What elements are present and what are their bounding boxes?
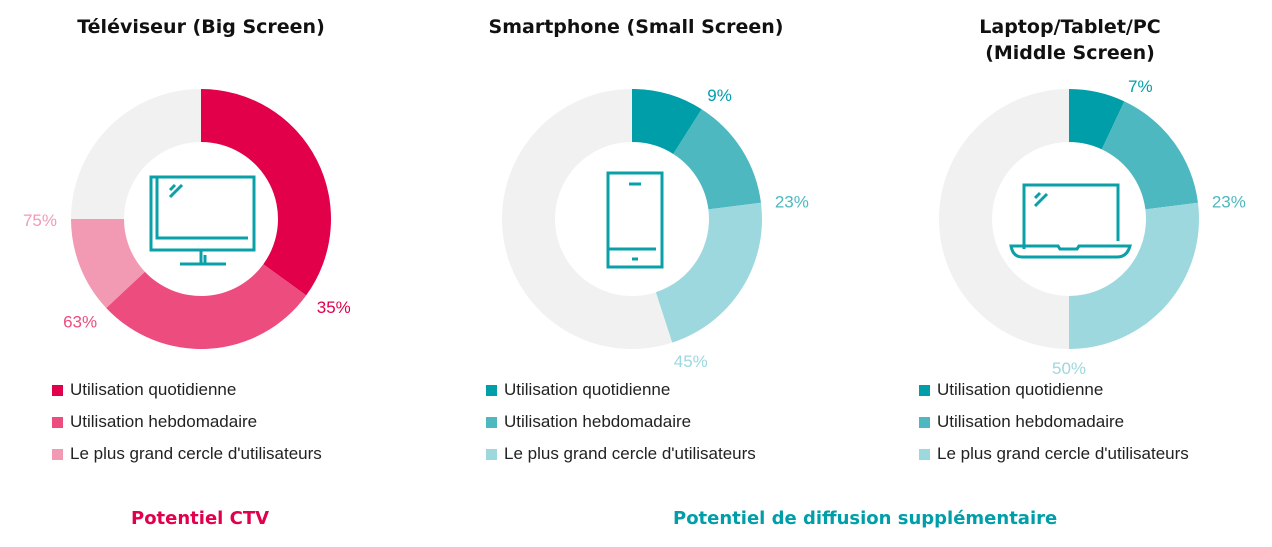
legend-label: Utilisation hebdomadaire: [937, 412, 1125, 431]
tv-segment-2: [106, 264, 307, 350]
tv-data-label-1: 35%: [317, 298, 351, 317]
legend-swatch: [486, 448, 497, 460]
legend-swatch: [52, 448, 63, 460]
smartphone-segment-1: [632, 89, 702, 154]
tv-segment-remainder: [71, 89, 201, 219]
smartphone-data-label-3: 45%: [674, 352, 708, 371]
smartphone-icon: [606, 171, 664, 269]
laptop-segment-3: [1069, 202, 1199, 349]
tv-segment-1: [201, 89, 331, 296]
legend-swatch: [919, 416, 930, 428]
legend-label: Le plus grand cercle d'utilisateurs: [504, 444, 756, 463]
legend-item: Utilisation hebdomadaire: [919, 406, 1189, 438]
laptop-segment-1: [1069, 89, 1125, 150]
laptop-data-label-3: 50%: [1052, 359, 1086, 378]
legend-label: Le plus grand cercle d'utilisateurs: [937, 444, 1189, 463]
legend-tv: Utilisation quotidienne Utilisation hebdo…: [52, 374, 322, 470]
chart-title-laptop: Laptop/Tablet/PC (Middle Screen): [979, 16, 1161, 64]
smartphone-segment-2: [673, 109, 761, 210]
legend-item: Le plus grand cercle d'utilisateurs: [919, 438, 1189, 470]
tv-segment-3: [71, 219, 145, 308]
legend-item: Utilisation hebdomadaire: [486, 406, 756, 438]
legend-label: Utilisation quotidienne: [70, 380, 237, 399]
tv-data-label-2: 63%: [63, 312, 97, 331]
laptop-segment-2: [1101, 101, 1198, 210]
smartphone-data-label-1: 9%: [707, 86, 732, 105]
footer-additional-potential: Potentiel de diffusion supplémentaire: [673, 508, 1058, 529]
smartphone-segment-3: [655, 202, 762, 343]
smartphone-segment-remainder: [502, 89, 673, 349]
laptop-data-label-1: 7%: [1128, 77, 1153, 96]
legend-laptop: Utilisation quotidienne Utilisation hebdo…: [919, 374, 1189, 470]
laptop-icon: [1009, 183, 1132, 259]
legend-item: Utilisation hebdomadaire: [52, 406, 322, 438]
legend-item: Le plus grand cercle d'utilisateurs: [486, 438, 756, 470]
legend-item: Le plus grand cercle d'utilisateurs: [52, 438, 322, 470]
legend-label: Utilisation quotidienne: [504, 380, 671, 399]
chart-title-smartphone: Smartphone (Small Screen): [488, 16, 784, 38]
tv-data-label-3: 75%: [23, 211, 57, 230]
legend-smartphone: Utilisation quotidienne Utilisation hebdo…: [486, 374, 756, 470]
legend-label: Utilisation quotidienne: [937, 380, 1104, 399]
legend-label: Utilisation hebdomadaire: [70, 412, 258, 431]
legend-label: Le plus grand cercle d'utilisateurs: [70, 444, 322, 463]
legend-item: Utilisation quotidienne: [486, 374, 756, 406]
footer-ctv-potential: Potentiel CTV: [131, 508, 270, 529]
legend-swatch: [52, 384, 63, 396]
legend-swatch: [919, 448, 930, 460]
chart-title-tv: Téléviseur (Big Screen): [77, 16, 325, 38]
smartphone-data-label-2: 23%: [775, 192, 809, 211]
legend-label: Utilisation hebdomadaire: [504, 412, 692, 431]
tv-icon: [149, 175, 256, 266]
legend-item: Utilisation quotidienne: [52, 374, 322, 406]
legend-swatch: [52, 416, 63, 428]
legend-swatch: [919, 384, 930, 396]
laptop-segment-remainder: [938, 89, 1069, 349]
legend-item: Utilisation quotidienne: [919, 374, 1189, 406]
legend-swatch: [486, 384, 497, 396]
legend-swatch: [486, 416, 497, 428]
laptop-data-label-2: 23%: [1212, 192, 1246, 211]
